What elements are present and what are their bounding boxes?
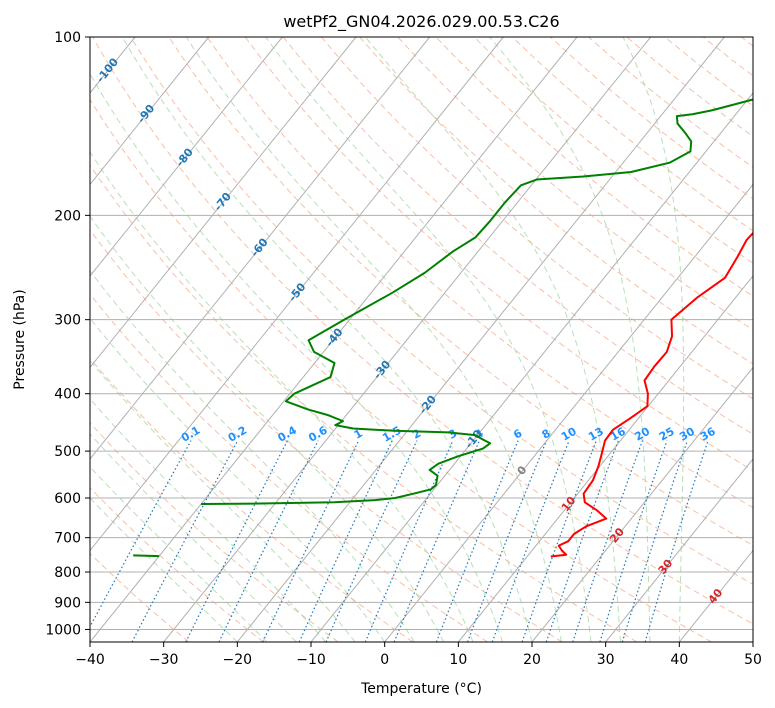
isotherm: [90, 37, 210, 186]
dry-adiabat: [90, 552, 190, 642]
y-tick-label: 700: [54, 531, 81, 547]
axes: −40 −30 −20 −10 0 10 20 30 40 50 100 200 300 400 500 60…: [45, 30, 762, 668]
plot-frame: [89, 36, 754, 643]
isotherm: [90, 37, 283, 277]
dry-adiabat: [92, 37, 753, 625]
mixing-ratio-line: [218, 440, 319, 642]
moist-adiabat: [185, 37, 562, 642]
isotherm: [90, 37, 578, 642]
isotherm: [605, 458, 753, 642]
chart-title: wetPf2_GN04.2026.029.00.53.C26: [283, 12, 559, 32]
dry-adiabat: [90, 293, 488, 642]
y-tick-label: 900: [54, 595, 81, 611]
dry-adiabat: [90, 422, 339, 642]
y-tick-label: 500: [54, 444, 81, 460]
dry-adiabat: [359, 37, 753, 365]
x-tick-label: −40: [75, 652, 105, 668]
moist-adiabat: [90, 466, 268, 642]
moist-adiabat: [90, 433, 297, 642]
moist-adiabat: [90, 150, 474, 642]
isotherm: [90, 37, 504, 552]
dry-adiabat: [90, 229, 563, 642]
mixing-ratio-line: [644, 440, 709, 642]
y-tick-label: 300: [54, 313, 81, 329]
isotherm: [163, 37, 652, 642]
moist-adiabat: [265, 37, 592, 642]
x-tick-label: 10: [449, 652, 467, 668]
profile-lines: [133, 98, 753, 558]
moist-adiabat: [622, 37, 685, 642]
isotherm: [531, 366, 753, 642]
y-tick-label: 1000: [45, 622, 81, 638]
dry-adiabat: [90, 164, 638, 642]
isotherm: [457, 275, 753, 642]
moist-adiabat: [90, 72, 504, 642]
mixing-ratio-line: [298, 440, 393, 642]
isotherm: [236, 37, 725, 642]
moist-adiabat: [489, 37, 651, 642]
mixing-ratio-line: [545, 440, 619, 642]
profile-line-3: [133, 554, 160, 558]
y-tick-label: 100: [54, 30, 81, 46]
moist-adiabat: [90, 359, 356, 642]
moist-adiabat: [365, 37, 621, 642]
x-tick-label: 0: [380, 652, 389, 668]
isotherm: [310, 92, 753, 642]
y-tick-label: 600: [54, 491, 81, 507]
profile-line-1: [550, 231, 753, 558]
mixing-ratio-line: [185, 440, 288, 642]
isotherm: [90, 37, 431, 460]
dry-adiabat: [435, 37, 753, 297]
moist-adiabat: [90, 497, 238, 642]
x-tick-label: −10: [296, 652, 326, 668]
x-tick-label: −20: [223, 652, 253, 668]
mixing-ratio-line: [621, 440, 689, 642]
profile-line-2: [201, 98, 753, 505]
mixing-ratio-line: [521, 440, 597, 642]
moist-adiabat: [90, 215, 445, 642]
moist-adiabat: [90, 317, 386, 642]
dry-adiabat: [130, 37, 753, 585]
isotherm: [90, 37, 357, 369]
mixing-ratio-line: [393, 440, 480, 642]
y-tick-label: 800: [54, 565, 81, 581]
x-tick-label: −30: [149, 652, 179, 668]
x-tick-label: 30: [597, 652, 615, 668]
y-axis-label: Pressure (hPa): [12, 289, 28, 389]
x-tick-label: 50: [744, 652, 762, 668]
x-axis-label: Temperature (°C): [360, 681, 482, 697]
dry-adiabat: [206, 37, 753, 509]
moist-adiabat: [121, 37, 533, 642]
mixing-ratio-line: [90, 440, 192, 628]
isotherm: [384, 183, 753, 642]
dry-adiabat: [90, 98, 712, 642]
x-tick-label: 40: [670, 652, 688, 668]
mixing-ratio-line: [325, 440, 418, 642]
x-tick-label: 20: [523, 652, 541, 668]
dry-adiabat: [397, 37, 753, 331]
y-tick-label: 400: [54, 387, 81, 403]
y-tick-label: 200: [54, 208, 81, 224]
